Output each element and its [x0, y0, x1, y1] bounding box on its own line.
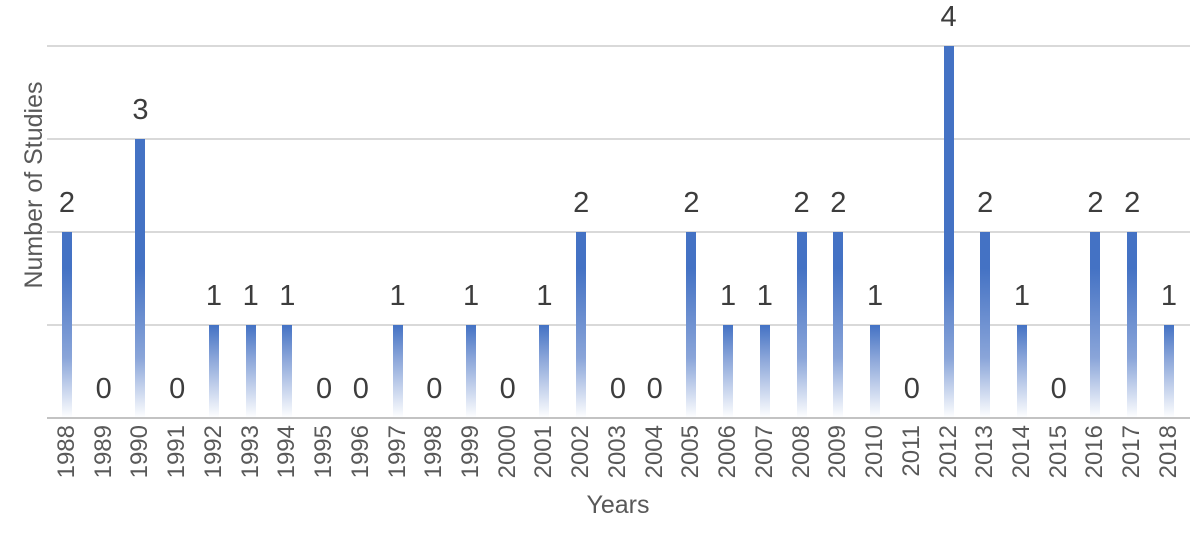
value-label-2011: 0 [903, 373, 920, 405]
x-tick-label-1990: 1990 [126, 425, 154, 479]
x-tick-label-1991: 1991 [163, 425, 191, 479]
bar-1993 [245, 325, 256, 418]
y-axis-title: Number of Studies [20, 81, 48, 289]
value-label-2005: 2 [683, 187, 700, 219]
x-tick-label-2018: 2018 [1154, 425, 1182, 479]
value-label-2009: 2 [830, 187, 847, 219]
bar-2017 [1127, 232, 1138, 418]
value-label-1996: 0 [352, 373, 369, 405]
x-tick-label-2015: 2015 [1044, 425, 1072, 479]
bar-1999 [466, 325, 477, 418]
bar-2002 [576, 232, 587, 418]
x-tick-label-1995: 1995 [310, 425, 338, 479]
value-label-2003: 0 [609, 373, 626, 405]
x-axis-line [47, 417, 1190, 419]
x-tick-label-2010: 2010 [861, 425, 889, 479]
value-label-2000: 0 [499, 373, 516, 405]
value-label-1994: 1 [279, 280, 296, 312]
x-tick-label-1994: 1994 [273, 425, 301, 479]
value-label-2015: 0 [1050, 373, 1067, 405]
x-tick-label-2016: 2016 [1081, 425, 1109, 479]
bar-2016 [1090, 232, 1101, 418]
x-tick-label-2007: 2007 [750, 425, 778, 479]
x-tick-label-2002: 2002 [567, 425, 595, 479]
x-tick-label-2012: 2012 [934, 425, 962, 479]
x-axis-title: Years [586, 491, 650, 519]
x-tick-label-1989: 1989 [89, 425, 117, 479]
bar-2009 [833, 232, 844, 418]
bar-1997 [392, 325, 403, 418]
gridline-y1 [47, 324, 1190, 326]
x-tick-label-2000: 2000 [493, 425, 521, 479]
value-label-1991: 0 [169, 373, 186, 405]
bar-2006 [723, 325, 734, 418]
value-label-2008: 2 [793, 187, 810, 219]
value-label-1988: 2 [58, 187, 76, 219]
bar-2008 [796, 232, 807, 418]
x-tick-label-2017: 2017 [1118, 425, 1146, 479]
value-label-1990: 3 [132, 94, 149, 126]
bar-1992 [208, 325, 219, 418]
x-tick-label-1992: 1992 [199, 425, 227, 479]
value-label-1993: 1 [242, 280, 259, 312]
value-label-1992: 1 [205, 280, 222, 312]
bar-2007 [759, 325, 770, 418]
bar-2013 [980, 232, 991, 418]
x-tick-label-2005: 2005 [677, 425, 705, 479]
value-label-1998: 0 [426, 373, 443, 405]
x-tick-label-2003: 2003 [603, 425, 631, 479]
bar-1988 [62, 232, 72, 418]
gridline-y4 [47, 45, 1190, 47]
value-label-2014: 1 [1013, 280, 1031, 312]
x-tick-label-1998: 1998 [420, 425, 448, 479]
bar-2012 [943, 46, 954, 418]
value-label-2006: 1 [720, 280, 737, 312]
value-label-2001: 1 [536, 280, 553, 312]
value-label-2002: 2 [573, 187, 590, 219]
value-label-1995: 0 [316, 373, 333, 405]
x-tick-label-2013: 2013 [971, 425, 999, 479]
value-label-2016: 2 [1087, 187, 1104, 219]
value-label-2013: 2 [977, 187, 994, 219]
x-tick-label-1993: 1993 [236, 425, 264, 479]
gridline-y3 [47, 138, 1190, 140]
x-tick-label-2008: 2008 [787, 425, 815, 479]
value-label-2018: 1 [1160, 280, 1177, 312]
value-label-2004: 0 [646, 373, 663, 405]
value-label-1997: 1 [389, 280, 406, 312]
value-label-2010: 1 [866, 280, 884, 312]
x-tick-label-2006: 2006 [714, 425, 742, 479]
x-tick-label-1999: 1999 [457, 425, 485, 479]
x-tick-label-1997: 1997 [383, 425, 411, 479]
bar-2010 [870, 325, 881, 418]
bar-2005 [686, 232, 697, 418]
x-tick-label-2014: 2014 [1007, 425, 1035, 479]
x-tick-label-1988: 1988 [53, 425, 80, 479]
value-label-1989: 0 [95, 373, 112, 405]
x-tick-label-2001: 2001 [530, 425, 558, 479]
x-tick-label-2011: 2011 [897, 425, 925, 477]
gridline-y2 [47, 231, 1190, 233]
value-label-1999: 1 [462, 280, 480, 312]
x-tick-label-2009: 2009 [824, 425, 852, 479]
value-label-2017: 2 [1124, 187, 1141, 219]
bar-2014 [1016, 325, 1027, 418]
bar-2001 [539, 325, 550, 418]
x-tick-label-2004: 2004 [640, 425, 668, 479]
bar-1994 [282, 325, 293, 418]
bar-2018 [1163, 325, 1174, 418]
value-label-2012: 4 [940, 1, 957, 33]
value-label-2007: 1 [756, 280, 773, 312]
x-tick-label-1996: 1996 [346, 425, 374, 479]
bar-1990 [135, 139, 146, 418]
